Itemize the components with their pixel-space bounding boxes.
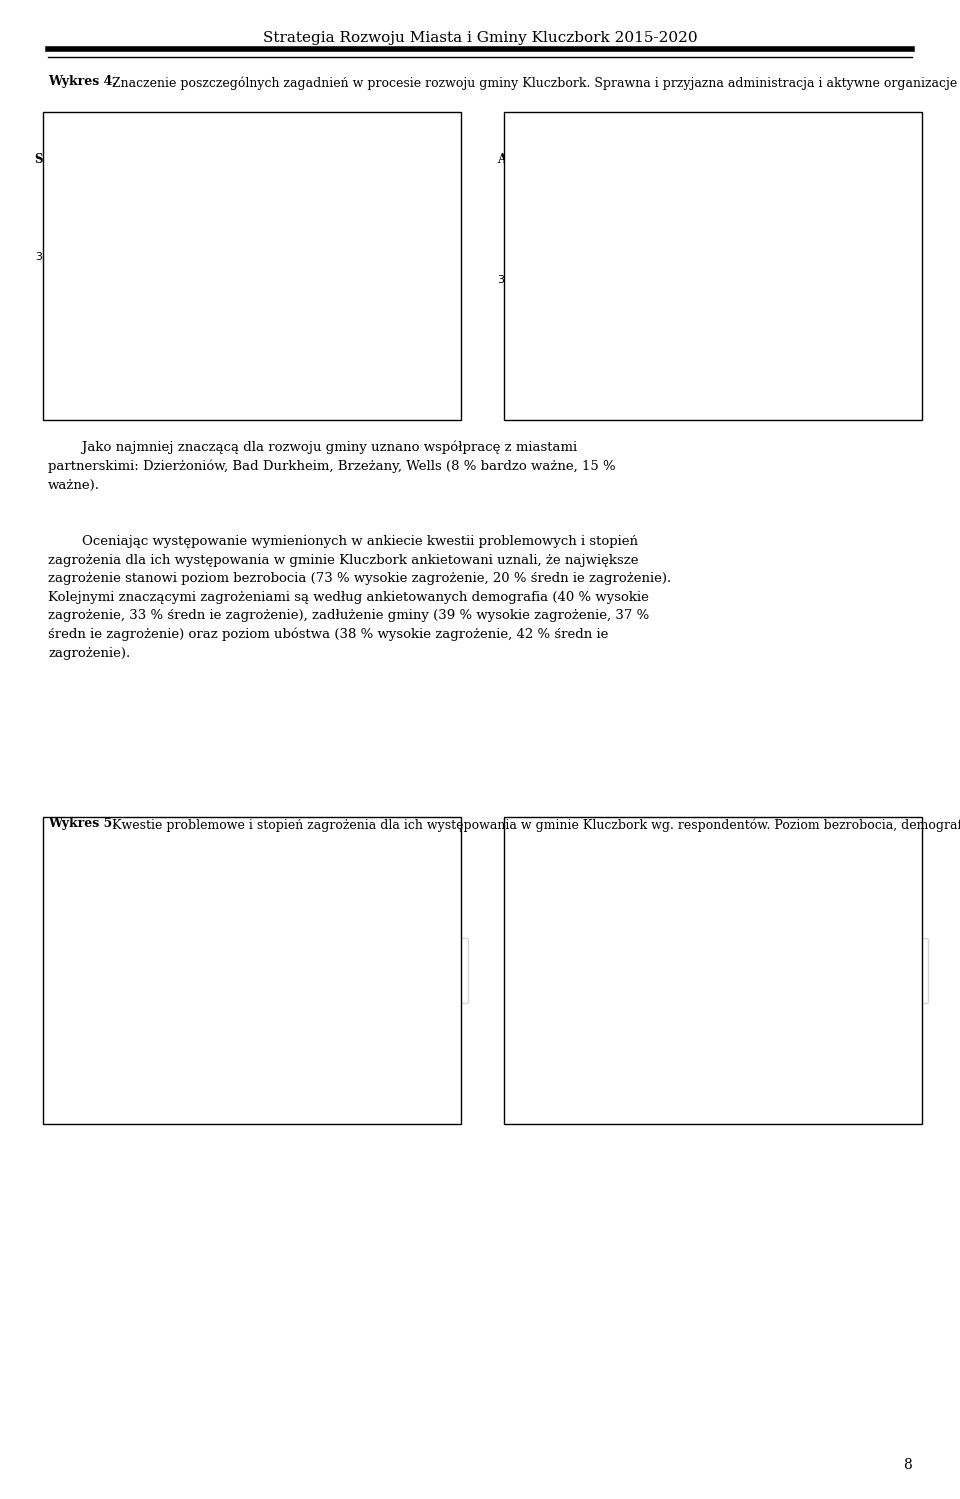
- Wedge shape: [149, 192, 194, 267]
- Title: Poziom bezrobocia: Poziom bezrobocia: [86, 857, 211, 871]
- Wedge shape: [547, 189, 610, 267]
- Legend: bez znaczenia, o małym znaczeniu, o średnim znaczeniu, ważne, bardzo ważne: bez znaczenia, o małym znaczeniu, o śred…: [726, 226, 863, 306]
- Wedge shape: [610, 893, 637, 971]
- Text: 2%: 2%: [149, 872, 167, 881]
- Text: Strategia Rozwoju Miasta i Gminy Kluczbork 2015-2020: Strategia Rozwoju Miasta i Gminy Kluczbo…: [263, 31, 697, 45]
- Text: 6%: 6%: [184, 169, 203, 178]
- Text: Znaczenie poszczególnych zagadnień w procesie rozwoju gminy Kluczbork. Sprawna i: Znaczenie poszczególnych zagadnień w pro…: [108, 75, 960, 90]
- Text: 31%: 31%: [497, 274, 522, 285]
- Text: 20%: 20%: [235, 944, 259, 953]
- Wedge shape: [96, 267, 226, 343]
- Legend: bez znaczenia, o małym znaczeniu, o średnim znaczeniu, ważne, bardzo ważne: bez znaczenia, o małym znaczeniu, o śred…: [265, 226, 402, 306]
- Wedge shape: [610, 899, 686, 980]
- Text: Wykres 4.: Wykres 4.: [48, 75, 117, 88]
- Wedge shape: [533, 893, 610, 1033]
- Text: Jako najmniej znaczącą dla rozwoju gminy uznano współpracę z miastami
partnerski: Jako najmniej znaczącą dla rozwoju gminy…: [48, 441, 615, 492]
- Text: 4%: 4%: [154, 171, 172, 180]
- Text: Oceniając występowanie wymienionych w ankiecie kwestii problemowych i stopień
za: Oceniając występowanie wymienionych w an…: [48, 535, 671, 660]
- Text: 33%: 33%: [619, 1064, 643, 1073]
- Wedge shape: [72, 189, 149, 322]
- Text: 73%: 73%: [125, 988, 150, 997]
- Wedge shape: [533, 220, 610, 340]
- Legend: nie występuje, niskie zagrożenie problemem, średn ie zagrożenie problemem, wysok: nie występuje, niskie zagrożenie problem…: [726, 938, 928, 1003]
- Wedge shape: [564, 971, 685, 1048]
- Text: 9%: 9%: [648, 169, 666, 178]
- Title: Aktywne organizacje pozarządowe: Aktywne organizacje pozarządowe: [497, 153, 722, 166]
- Text: 36%: 36%: [140, 363, 165, 372]
- Text: Wykres 5.: Wykres 5.: [48, 817, 116, 830]
- Wedge shape: [149, 893, 158, 971]
- Legend: nie występuje, niskie zagrożenie problemem, średn ie zagrożenie problemem, wysok: nie występuje, niskie zagrożenie problem…: [265, 938, 468, 1003]
- Text: Kwestie problemowe i stopień zagrożenia dla ich występowania w gminie Kluczbork : Kwestie problemowe i stopień zagrożenia …: [108, 817, 960, 832]
- Wedge shape: [610, 201, 686, 267]
- Wedge shape: [72, 893, 225, 1048]
- Text: 21%: 21%: [694, 934, 719, 943]
- Wedge shape: [149, 204, 226, 271]
- Wedge shape: [149, 901, 226, 980]
- Text: 29%: 29%: [622, 361, 647, 370]
- Text: 40%: 40%: [504, 956, 528, 967]
- Wedge shape: [149, 895, 181, 971]
- Title: Demografia: Demografia: [571, 857, 648, 871]
- Text: 16%: 16%: [696, 232, 720, 241]
- Wedge shape: [149, 189, 168, 267]
- Text: 16%: 16%: [235, 229, 259, 238]
- Text: 6%: 6%: [640, 872, 659, 881]
- Text: 8: 8: [903, 1459, 912, 1472]
- Text: 5%: 5%: [190, 875, 207, 884]
- Wedge shape: [610, 189, 651, 267]
- Title: Sprawna i przyjazna administracja: Sprawna i przyjazna administracja: [36, 153, 262, 166]
- Text: 38%: 38%: [36, 252, 60, 262]
- Text: 15%: 15%: [558, 168, 582, 177]
- Wedge shape: [590, 267, 686, 343]
